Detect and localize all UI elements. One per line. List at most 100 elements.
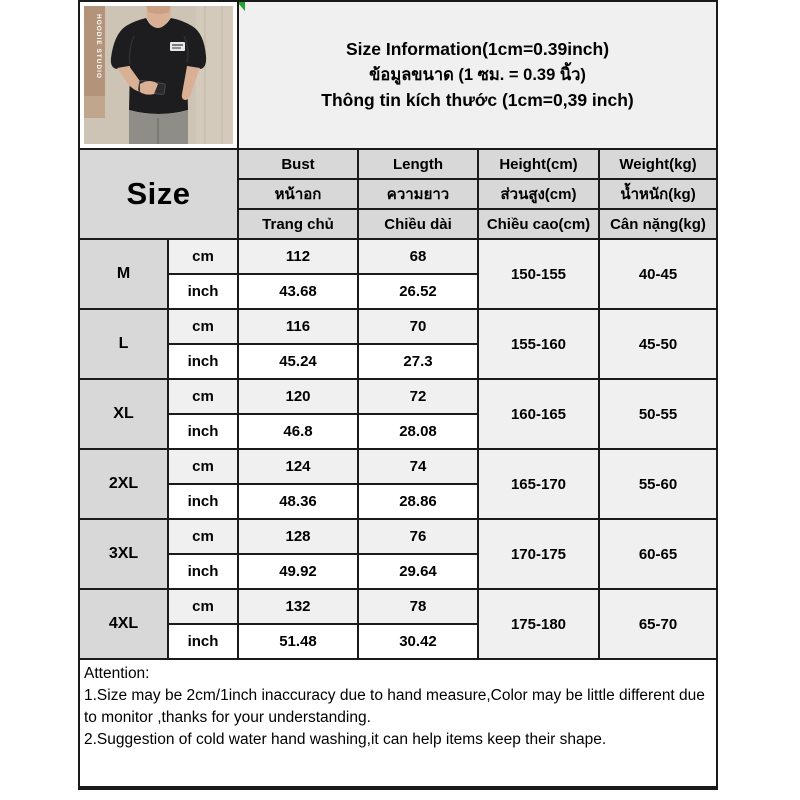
bust-cm-3xl: 128 bbox=[237, 518, 359, 555]
row-l-cm: L cm 116 70 155-160 45-50 bbox=[78, 308, 719, 380]
unit-cell: cm bbox=[167, 588, 239, 625]
size-header-cell: Size bbox=[78, 148, 239, 240]
row-l-inch: inch 45.24 27.3 bbox=[79, 343, 717, 380]
attention-section: Attention: 1.Size may be 2cm/1inch inacc… bbox=[77, 658, 719, 789]
header-row-en: Size Bust Length Height(cm) Weight(kg) bbox=[78, 148, 719, 240]
height-range-2xl: 165-170 bbox=[477, 448, 600, 520]
bust-inch-m: 43.68 bbox=[237, 273, 359, 310]
col-header-weight-vi: Cân nặng(kg) bbox=[597, 208, 719, 240]
unit-cell: cm bbox=[167, 238, 239, 275]
length-cm-4xl: 78 bbox=[357, 588, 479, 625]
arm-left bbox=[117, 66, 145, 92]
col-header-length-th: ความยาว bbox=[357, 178, 479, 210]
col-header-bust-vi: Trang chủ bbox=[237, 208, 359, 240]
col-header-bust-en: Bust bbox=[237, 148, 359, 180]
attention-cell: Attention: 1.Size may be 2cm/1inch inacc… bbox=[77, 658, 719, 789]
size-label-2xl: 2XL bbox=[78, 448, 169, 520]
col-header-weight-en: Weight(kg) bbox=[597, 148, 719, 180]
row-xl-cm: XL cm 120 72 160-165 50-55 bbox=[78, 378, 719, 450]
size-label-xl: XL bbox=[78, 378, 169, 450]
unit-cell: inch bbox=[167, 553, 239, 590]
chest-logo-patch bbox=[170, 42, 185, 51]
product-photo: HOODIE STUDIO bbox=[84, 6, 233, 144]
title-vietnamese: Thông tin kích thước (1cm=0,39 inch) bbox=[321, 90, 634, 111]
height-range-3xl: 170-175 bbox=[477, 518, 600, 590]
row-4xl-inch: inch 51.48 30.42 bbox=[79, 623, 717, 660]
size-label-3xl: 3XL bbox=[78, 518, 169, 590]
length-inch-m: 26.52 bbox=[357, 273, 479, 310]
size-label-l: L bbox=[78, 308, 169, 380]
col-header-height-th: ส่วนสูง(cm) bbox=[477, 178, 600, 210]
height-range-xl: 160-165 bbox=[477, 378, 600, 450]
length-cm-xl: 72 bbox=[357, 378, 479, 415]
size-table: HOODIE STUDIO bbox=[77, 0, 719, 790]
bust-inch-xl: 46.8 bbox=[237, 413, 359, 450]
row-4xl-cm: 4XL cm 132 78 175-180 65-70 bbox=[78, 588, 719, 660]
weight-range-l: 45-50 bbox=[597, 308, 719, 380]
bust-cm-2xl: 124 bbox=[237, 448, 359, 485]
row-2xl-cm: 2XL cm 124 74 165-170 55-60 bbox=[78, 448, 719, 520]
bust-inch-l: 45.24 bbox=[237, 343, 359, 380]
row-m-cm: M cm 112 68 150-155 40-45 bbox=[78, 238, 719, 310]
height-range-4xl: 175-180 bbox=[477, 588, 600, 660]
height-range-l: 155-160 bbox=[477, 308, 600, 380]
bust-inch-3xl: 49.92 bbox=[237, 553, 359, 590]
photo-side-text: HOODIE STUDIO bbox=[95, 14, 102, 79]
length-cm-m: 68 bbox=[357, 238, 479, 275]
length-cm-3xl: 76 bbox=[357, 518, 479, 555]
row-3xl-inch: inch 49.92 29.64 bbox=[79, 553, 717, 590]
unit-cell: inch bbox=[167, 483, 239, 520]
size-chart-sheet: HOODIE STUDIO bbox=[77, 0, 719, 790]
unit-cell: cm bbox=[167, 308, 239, 345]
unit-cell: cm bbox=[167, 448, 239, 485]
title-thai: ข้อมูลขนาด (1 ซม. = 0.39 นิ้ว) bbox=[369, 65, 586, 84]
unit-cell: cm bbox=[167, 518, 239, 555]
col-header-length-vi: Chiều dài bbox=[357, 208, 479, 240]
length-cm-2xl: 74 bbox=[357, 448, 479, 485]
title-cell: Size Information(1cm=0.39inch) ข้อมูลขนา… bbox=[236, 0, 719, 150]
length-inch-xl: 28.08 bbox=[357, 413, 479, 450]
arm-right bbox=[181, 66, 200, 100]
row-xl-inch: inch 46.8 28.08 bbox=[79, 413, 717, 450]
size-label-m: M bbox=[78, 238, 169, 310]
weight-range-3xl: 60-65 bbox=[597, 518, 719, 590]
height-range-m: 150-155 bbox=[477, 238, 600, 310]
product-photo-cell: HOODIE STUDIO bbox=[78, 0, 239, 150]
col-header-length-en: Length bbox=[357, 148, 479, 180]
length-inch-3xl: 29.64 bbox=[357, 553, 479, 590]
col-header-height-vi: Chiều cao(cm) bbox=[477, 208, 600, 240]
row-m-inch: inch 43.68 26.52 bbox=[79, 273, 717, 310]
bust-cm-l: 116 bbox=[237, 308, 359, 345]
header-row-vi: Trang chủ Chiều dài Chiều cao(cm) Cân nặ… bbox=[79, 208, 719, 240]
weight-range-4xl: 65-70 bbox=[597, 588, 719, 660]
header-row-th: หน้าอก ความยาว ส่วนสูง(cm) น้ำหนัก(kg) bbox=[79, 178, 719, 210]
bust-inch-4xl: 51.48 bbox=[237, 623, 359, 660]
weight-range-2xl: 55-60 bbox=[597, 448, 719, 520]
unit-cell: inch bbox=[167, 623, 239, 660]
top-section: HOODIE STUDIO bbox=[78, 0, 719, 150]
weight-range-xl: 50-55 bbox=[597, 378, 719, 450]
unit-cell: inch bbox=[167, 413, 239, 450]
bust-cm-m: 112 bbox=[237, 238, 359, 275]
length-cm-l: 70 bbox=[357, 308, 479, 345]
attention-line-1: 1.Size may be 2cm/1inch inaccuracy due t… bbox=[84, 687, 705, 726]
bust-cm-4xl: 132 bbox=[237, 588, 359, 625]
col-header-bust-th: หน้าอก bbox=[237, 178, 359, 210]
length-inch-2xl: 28.86 bbox=[357, 483, 479, 520]
bust-inch-2xl: 48.36 bbox=[237, 483, 359, 520]
attention-line-2: 2.Suggestion of cold water hand washing,… bbox=[84, 731, 607, 748]
size-label-4xl: 4XL bbox=[78, 588, 169, 660]
unit-cell: inch bbox=[167, 343, 239, 380]
title-english: Size Information(1cm=0.39inch) bbox=[345, 38, 610, 59]
green-corner-marker bbox=[240, 3, 245, 11]
row-2xl-inch: inch 48.36 28.86 bbox=[79, 483, 717, 520]
length-inch-4xl: 30.42 bbox=[357, 623, 479, 660]
weight-range-m: 40-45 bbox=[597, 238, 719, 310]
bust-cm-xl: 120 bbox=[237, 378, 359, 415]
attention-title: Attention: bbox=[84, 665, 150, 682]
col-header-height-en: Height(cm) bbox=[477, 148, 600, 180]
unit-cell: inch bbox=[167, 273, 239, 310]
col-header-weight-th: น้ำหนัก(kg) bbox=[597, 178, 719, 210]
row-3xl-cm: 3XL cm 128 76 170-175 60-65 bbox=[78, 518, 719, 590]
